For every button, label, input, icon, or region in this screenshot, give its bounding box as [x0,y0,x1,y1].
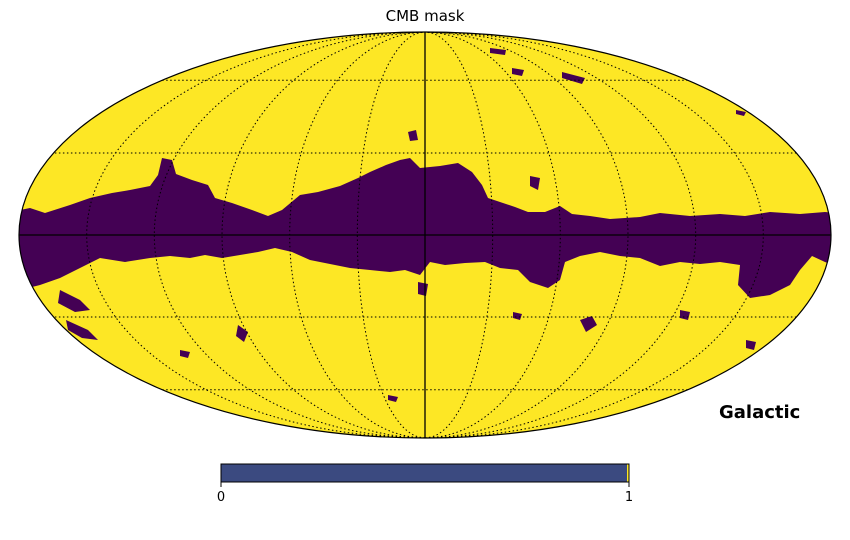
mask-patch [58,290,90,312]
mask-patch [562,72,585,84]
coordinate-system-label: Galactic [719,402,801,423]
galactic-plane-mask [19,158,831,298]
map-boundary [18,31,832,439]
mask-patch [408,130,418,141]
meridian-line [86,32,426,438]
mask-patch [580,316,597,332]
mask-patch [388,395,398,402]
mask-patch [512,68,524,76]
colorbar-tick-label: 1 [625,490,633,505]
meridian-line [356,32,426,438]
mask-patch [236,325,248,342]
colorbar-frame [220,463,630,483]
meridian-line [424,32,697,438]
colorbar-end-cap [627,464,629,482]
mask-patch [736,110,746,116]
colorbar-fill [221,464,627,482]
mask-patch [180,350,190,358]
colorbar-tick-label: 0 [217,490,225,505]
chart-title: CMB mask [385,7,465,25]
meridian-line [424,32,494,438]
meridian-line [153,32,426,438]
mask-patch [490,48,506,55]
mask-patch [66,320,98,340]
mask-patch [746,340,756,350]
meridian-line [424,32,764,438]
mask-patch [530,176,540,190]
mask-patch [513,312,522,320]
